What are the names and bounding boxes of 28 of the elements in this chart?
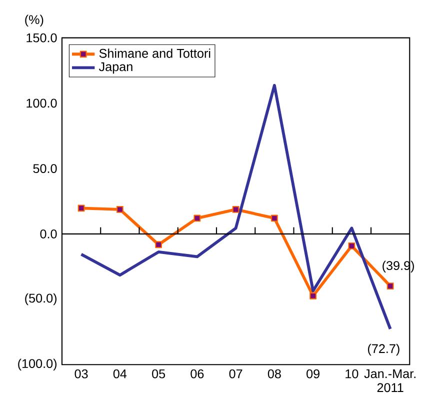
point xyxy=(348,242,356,250)
y-tick-label: 50.0 xyxy=(33,164,57,174)
y-tick-label: 150.0 xyxy=(26,33,57,42)
point xyxy=(194,214,201,222)
x-tick-label: 07 xyxy=(229,369,242,378)
point xyxy=(386,282,394,290)
x-tick-label: 06 xyxy=(190,369,204,378)
annotation: (72.7) xyxy=(368,344,400,356)
x-tick-label: 05 xyxy=(152,369,166,378)
point xyxy=(78,204,85,212)
y-tick-label: (50.0) xyxy=(25,294,56,306)
legend-label: Shimane and Tottori xyxy=(99,48,210,58)
point xyxy=(310,292,317,300)
point xyxy=(116,206,124,214)
x-tick-label: 09 xyxy=(306,369,320,378)
point xyxy=(155,241,162,248)
y-tick-label: (100.0) xyxy=(18,358,56,371)
point xyxy=(232,206,240,214)
x-tick-label: 03 xyxy=(74,369,88,378)
x-tick-label: 04 xyxy=(113,369,127,378)
x-tick-label: Jan.-Mar. 2011 xyxy=(364,369,416,392)
y-axis-title: (%) xyxy=(25,14,44,27)
legend-label: Japan xyxy=(98,62,132,74)
x-tick-label: 10 xyxy=(346,369,358,378)
point xyxy=(270,214,278,222)
y-tick-label: 100.0 xyxy=(26,98,57,108)
y-tick-label: 0.0 xyxy=(40,230,57,238)
x-tick-label: 08 xyxy=(268,369,281,378)
